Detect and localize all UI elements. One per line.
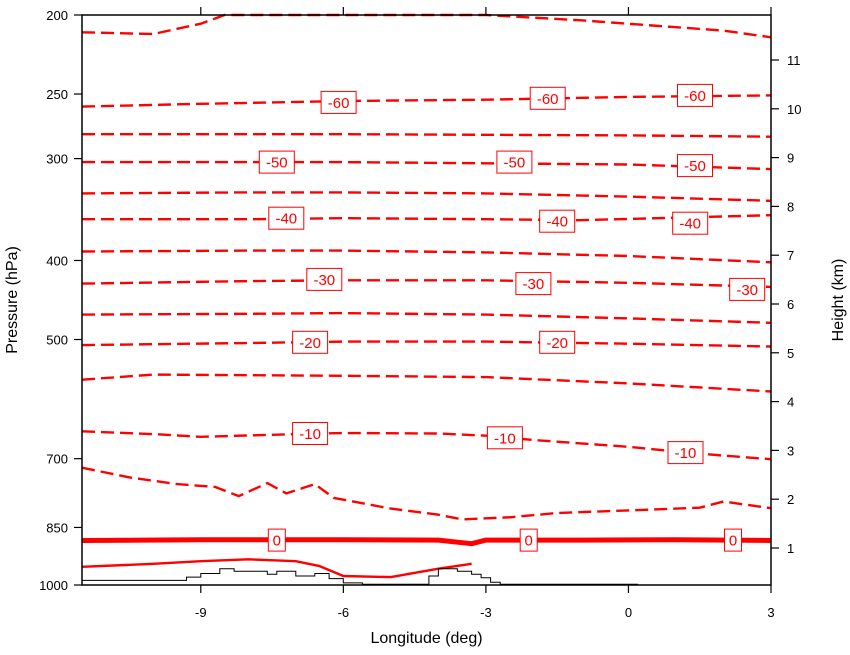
contour-label-box bbox=[306, 267, 343, 291]
y-tick-label: 400 bbox=[46, 253, 68, 268]
contour-line bbox=[81, 249, 772, 264]
y2-tick-label: 4 bbox=[787, 395, 794, 410]
y-tick-label: 1000 bbox=[39, 578, 68, 593]
y-tick-label: 250 bbox=[46, 87, 68, 102]
contour-line bbox=[81, 191, 772, 202]
y-tick-label: 850 bbox=[46, 520, 68, 535]
contour-label: -30 bbox=[313, 272, 335, 289]
contour-label: -20 bbox=[546, 335, 568, 352]
contour-line bbox=[82, 214, 772, 222]
contour-line bbox=[81, 94, 772, 108]
y2-tick-label: 5 bbox=[787, 346, 794, 361]
contour-label-box bbox=[672, 211, 709, 235]
contour-line bbox=[81, 373, 772, 393]
terrain-layer bbox=[82, 568, 638, 585]
contour-line bbox=[81, 430, 772, 461]
contour-line bbox=[81, 13, 772, 39]
x-tick-label: -3 bbox=[480, 605, 492, 620]
contour-label: -50 bbox=[266, 155, 288, 172]
contour-line bbox=[81, 466, 772, 521]
contour-line bbox=[81, 279, 772, 289]
y2-axis-title: Height (km) bbox=[830, 259, 847, 342]
contour-label: -20 bbox=[299, 335, 321, 352]
contour-label: -40 bbox=[679, 216, 701, 233]
contour-label-box bbox=[320, 90, 357, 114]
x-tick-label: 0 bbox=[625, 605, 632, 620]
contours-layer bbox=[81, 13, 772, 579]
contour-labels-layer: -60 -60 -60 -50 -50 -50 -40 -40 -40 -30 -30 -30 -20 -… bbox=[258, 83, 766, 552]
contour-label-box bbox=[729, 277, 766, 301]
y-tick-label: 200 bbox=[46, 8, 68, 23]
y-tick-label: 300 bbox=[46, 152, 68, 167]
y-axis-title: Pressure (hPa) bbox=[4, 246, 21, 354]
contour-label: -30 bbox=[736, 282, 758, 299]
y2-tick-label: 10 bbox=[787, 102, 801, 117]
contour-label-box bbox=[539, 209, 576, 233]
contour-label-box bbox=[486, 426, 523, 450]
y2-tick-label: 9 bbox=[787, 151, 794, 166]
y2-tick-label: 11 bbox=[787, 53, 801, 68]
contour-label: -60 bbox=[537, 91, 559, 108]
contour-label: 0 bbox=[525, 533, 533, 550]
contour-label: -60 bbox=[328, 95, 350, 112]
contour-label: -60 bbox=[684, 88, 706, 105]
plot-frame bbox=[81, 14, 772, 586]
contour-label-box bbox=[667, 441, 704, 465]
contour-label-box bbox=[267, 528, 286, 552]
contour-line bbox=[81, 340, 772, 348]
contour-label: -50 bbox=[684, 158, 706, 175]
contour-line bbox=[81, 311, 772, 324]
contour-line bbox=[82, 160, 772, 171]
contour-label-box bbox=[292, 422, 329, 445]
contour-label-box bbox=[724, 528, 742, 552]
contour-label-box bbox=[677, 154, 713, 178]
contour-line bbox=[81, 537, 772, 547]
ticks-layer: -9 -6 -3 0 320025030040050070085010001234567… bbox=[39, 7, 801, 620]
terrain-line bbox=[82, 568, 638, 585]
contour-label-box bbox=[519, 528, 538, 552]
contour-label-box bbox=[292, 330, 329, 354]
y2-tick-label: 6 bbox=[787, 297, 794, 312]
contour-label: -40 bbox=[275, 211, 297, 228]
contour-label: 0 bbox=[729, 533, 737, 550]
contour-label-box bbox=[539, 330, 576, 354]
y2-tick-label: 2 bbox=[787, 492, 794, 507]
contour-label-box bbox=[529, 86, 566, 110]
contour-label: -10 bbox=[494, 430, 516, 447]
y2-tick-label: 8 bbox=[787, 199, 794, 214]
contour-label-box bbox=[258, 150, 295, 174]
x-tick-label: -6 bbox=[338, 605, 350, 620]
contour-label-box bbox=[515, 272, 552, 296]
x-tick-label: 3 bbox=[767, 605, 774, 620]
y2-tick-label: 3 bbox=[787, 443, 794, 458]
y-tick-label: 700 bbox=[46, 452, 68, 467]
contour-label-box bbox=[496, 150, 533, 174]
x-axis-title: Longitude (deg) bbox=[370, 630, 482, 647]
y2-tick-label: 7 bbox=[787, 248, 794, 263]
contour-label-box bbox=[677, 83, 713, 107]
contour-line bbox=[81, 558, 472, 579]
y2-tick-label: 1 bbox=[787, 541, 794, 556]
contour-label: 0 bbox=[273, 533, 281, 550]
contour-label: -40 bbox=[546, 214, 568, 231]
contour-label: -10 bbox=[299, 426, 321, 443]
y-tick-label: 500 bbox=[46, 333, 68, 348]
contour-line bbox=[82, 132, 772, 138]
contour-label: -30 bbox=[523, 276, 545, 293]
contour-label: -10 bbox=[675, 445, 697, 462]
contour-label-box bbox=[268, 206, 305, 230]
x-tick-label: -9 bbox=[195, 605, 207, 620]
contour-label: -50 bbox=[504, 155, 526, 172]
